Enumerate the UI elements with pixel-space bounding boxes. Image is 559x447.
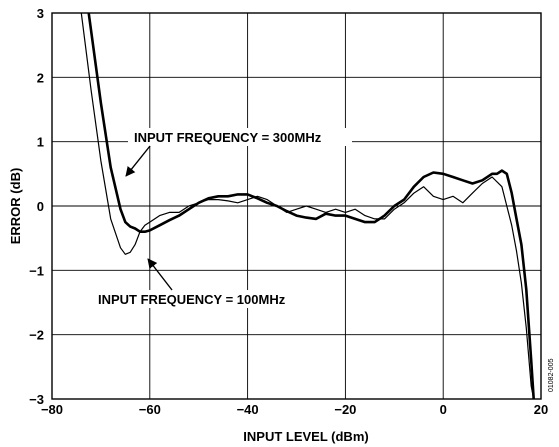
x-axis-label: INPUT LEVEL (dBm) [243,429,368,444]
x-tick-label: 20 [534,402,548,417]
x-tick-label: −60 [139,402,161,417]
y-tick-label: −1 [29,263,44,278]
y-tick-label: 0 [37,199,44,214]
y-tick-label: 3 [37,6,44,21]
grid-lines [52,13,541,399]
y-tick-label: −3 [29,392,44,407]
y-tick-label: 2 [37,70,44,85]
annotation-300mhz: INPUT FREQUENCY = 300MHz [126,128,352,176]
annotation-100mhz-arrow [148,259,172,290]
x-tick-label: −40 [237,402,259,417]
annotation-100mhz: INPUT FREQUENCY = 100MHz [92,259,322,308]
annotation-300mhz-label: INPUT FREQUENCY = 300MHz [134,130,322,145]
annotation-300mhz-arrow [126,146,150,176]
figure-id: 01082-005 [548,358,555,392]
annotation-100mhz-label: INPUT FREQUENCY = 100MHz [98,292,286,307]
y-tick-label: −2 [29,328,44,343]
y-tick-label: 1 [37,135,44,150]
x-tick-label: 0 [440,402,447,417]
x-tick-label: −20 [334,402,356,417]
y-axis-label: ERROR (dB) [8,168,23,245]
x-tick-label: −80 [41,402,63,417]
